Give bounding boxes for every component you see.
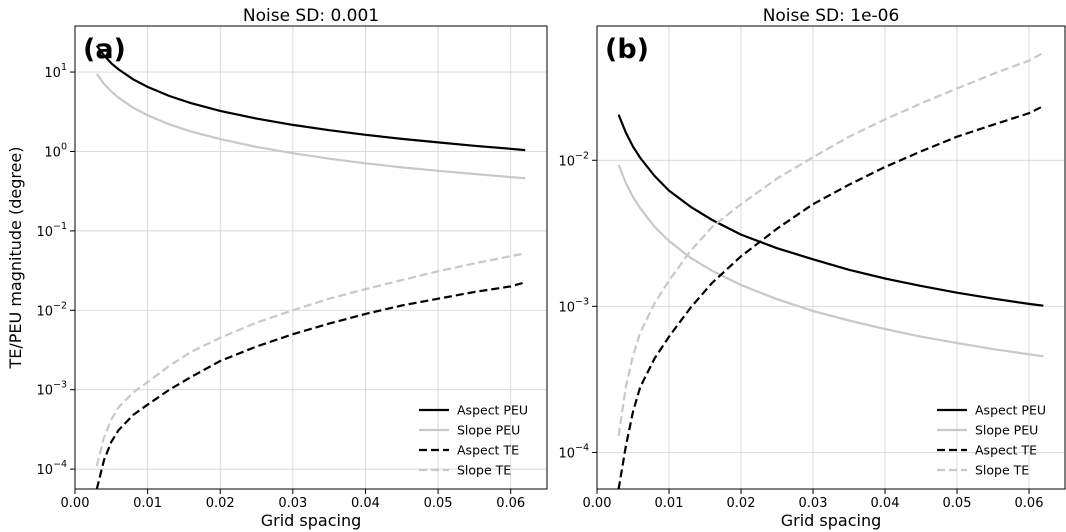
legend: Aspect PEU Slope PEU Aspect TE Slope TE — [419, 403, 528, 478]
y-tick-label: 10−3 — [558, 296, 589, 315]
panel-label: (b) — [605, 34, 649, 65]
panel-label: (a) — [83, 34, 126, 65]
series-line-slope-te — [617, 51, 1044, 436]
series-line-aspect-peu — [95, 44, 526, 152]
x-tick-label: 0.05 — [943, 496, 972, 511]
series-line-aspect-te — [617, 105, 1044, 489]
series-line-aspect-peu — [617, 114, 1044, 307]
x-axis-label: Grid spacing — [261, 511, 362, 530]
x-tick-label: 0.01 — [655, 496, 684, 511]
legend: Aspect PEU Slope PEU Aspect TE Slope TE — [937, 403, 1046, 478]
panel-b: 0.00 0.01 0.02 0.03 0.04 0.05 0.06 10−2 10−3 10−4… — [558, 6, 1066, 530]
series-line-aspect-te — [95, 281, 526, 489]
y-tick-label: 10−2 — [36, 300, 67, 319]
y-tick-label: 10−2 — [558, 150, 589, 169]
y-tick-label: 10−1 — [36, 221, 67, 240]
y-tick-label: 10−4 — [558, 442, 589, 461]
x-tick-label: 0.04 — [351, 496, 380, 511]
legend-entry: Slope TE — [975, 463, 1029, 478]
x-tick-label: 0.01 — [133, 496, 162, 511]
y-tick-label: 100 — [44, 141, 67, 160]
plot-frame — [74, 25, 548, 490]
x-tick-label: 0.03 — [278, 496, 307, 511]
legend-entry: Slope PEU — [975, 423, 1038, 438]
series-line-slope-peu — [617, 164, 1044, 358]
x-tick-label: 0.00 — [61, 496, 90, 511]
legend-entry: Aspect PEU — [457, 403, 528, 418]
x-tick-label: 0.02 — [727, 496, 756, 511]
legend-entry: Aspect TE — [457, 443, 519, 458]
y-axis-label: TE/PEU magnitude (degree) — [6, 146, 25, 369]
x-tick-label: 0.06 — [1015, 496, 1044, 511]
legend-entry: Slope TE — [457, 463, 511, 478]
panel-a: 0.00 0.01 0.02 0.03 0.04 0.05 0.06 101 100 10−1 10… — [6, 6, 548, 530]
x-tick-label: 0.05 — [424, 496, 453, 511]
series-line-slope-te — [95, 252, 526, 467]
x-tick-label: 0.06 — [496, 496, 525, 511]
x-tick-label: 0.00 — [583, 496, 612, 511]
x-tick-label: 0.02 — [206, 496, 235, 511]
y-tick-label: 10−3 — [36, 380, 67, 399]
series-line-slope-peu — [95, 73, 526, 180]
y-tick-label: 10−4 — [36, 459, 67, 478]
x-tick-label: 0.03 — [799, 496, 828, 511]
chart-title: Noise SD: 0.001 — [243, 6, 379, 26]
y-tick-label: 101 — [44, 62, 67, 81]
x-axis-label: Grid spacing — [781, 511, 882, 530]
plot-frame — [596, 25, 1066, 490]
legend-entry: Slope PEU — [457, 423, 520, 438]
legend-entry: Aspect TE — [975, 443, 1037, 458]
chart-title: Noise SD: 1e-06 — [763, 6, 900, 26]
legend-entry: Aspect PEU — [975, 403, 1046, 418]
x-tick-label: 0.04 — [871, 496, 900, 511]
